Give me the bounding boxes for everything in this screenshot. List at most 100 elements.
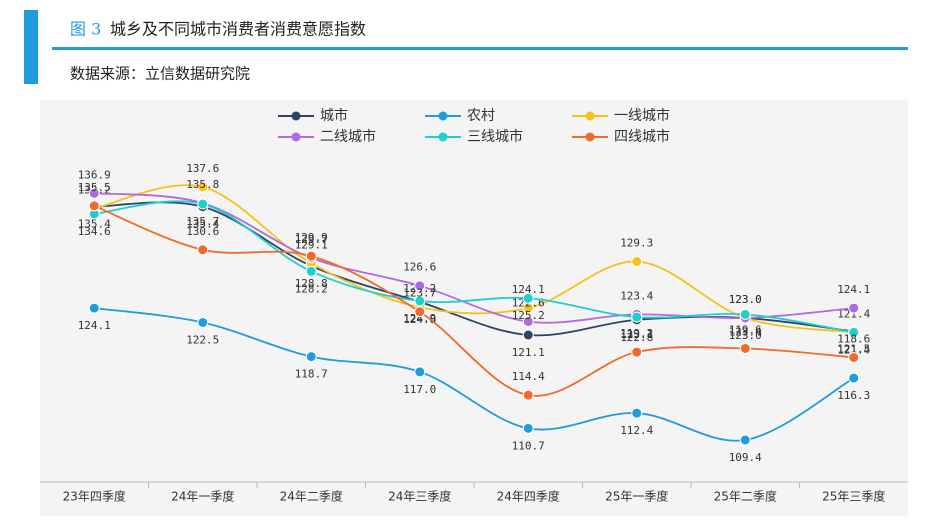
data-label: 135.4 — [78, 218, 111, 231]
data-point — [197, 198, 209, 210]
x-tick-label: 25年一季度 — [605, 489, 668, 504]
data-label: 122.8 — [620, 331, 653, 344]
title-rule — [52, 47, 908, 50]
x-tick-label: 24年二季度 — [280, 489, 343, 504]
data-label: 123.7 — [403, 287, 436, 300]
data-point — [197, 316, 209, 328]
legend-label: 四线城市 — [614, 128, 670, 145]
legend-label: 一线城市 — [614, 107, 670, 124]
data-label: 124.1 — [78, 319, 111, 332]
data-label: 135.8 — [186, 178, 219, 191]
data-point — [631, 255, 643, 267]
plot-background — [40, 100, 908, 516]
data-point — [414, 280, 426, 292]
data-label: 126.6 — [403, 261, 436, 274]
legend-marker — [438, 132, 448, 142]
data-point — [848, 372, 860, 384]
data-point — [414, 306, 426, 318]
data-point — [522, 422, 534, 434]
data-label: 112.4 — [620, 424, 653, 437]
data-label: 119.6 — [729, 323, 762, 336]
data-label: 137.6 — [186, 162, 219, 175]
data-label: 124.8 — [403, 313, 436, 326]
legend-label: 城市 — [320, 107, 348, 124]
accent-bar — [24, 10, 38, 84]
x-tick-label: 24年三季度 — [388, 489, 451, 504]
legend-marker — [291, 132, 301, 142]
data-label: 123.0 — [729, 293, 762, 306]
data-point — [631, 311, 643, 323]
series-line — [93, 205, 854, 397]
data-point — [88, 302, 100, 314]
data-point — [414, 295, 426, 307]
data-label: 129.9 — [295, 231, 328, 244]
series-line — [94, 184, 854, 334]
data-point — [305, 250, 317, 262]
legend-label: 二线城市 — [320, 128, 376, 145]
data-label: 110.7 — [512, 439, 545, 452]
series-line — [94, 200, 854, 334]
x-tick-label: 25年二季度 — [714, 489, 777, 504]
data-label: 128.8 — [295, 277, 328, 290]
data-label: 135.5 — [78, 181, 111, 194]
data-label: 123.1 — [620, 328, 653, 341]
data-label: 121.5 — [837, 342, 870, 355]
data-point — [305, 265, 317, 277]
data-label: 124.1 — [512, 283, 545, 296]
legend-marker — [291, 111, 301, 121]
data-point — [848, 351, 860, 363]
data-point — [631, 407, 643, 419]
data-label: 123.0 — [729, 293, 762, 306]
data-label: 130.6 — [186, 225, 219, 238]
data-label: 134.6 — [78, 225, 111, 238]
data-label: 121.1 — [512, 346, 545, 359]
data-point — [522, 389, 534, 401]
data-point — [848, 302, 860, 314]
data-point — [522, 292, 534, 304]
data-label: 124.9 — [403, 312, 436, 325]
chart-title: 城乡及不同城市消费者消费意愿指数 — [110, 20, 366, 39]
data-label: 114.4 — [512, 370, 545, 383]
data-label: 117.0 — [403, 383, 436, 396]
data-label: 129.1 — [295, 238, 328, 251]
data-point — [739, 434, 751, 446]
data-label: 123.4 — [729, 325, 762, 338]
data-label: 129.3 — [620, 236, 653, 249]
data-point — [414, 366, 426, 378]
data-point — [88, 200, 100, 212]
data-label: 116.3 — [837, 389, 870, 402]
data-label: 136.9 — [78, 168, 111, 181]
data-label: 135.4 — [186, 218, 219, 231]
data-point — [739, 342, 751, 354]
figure-label: 图 3 — [70, 20, 101, 39]
legend-label: 农村 — [467, 108, 495, 124]
data-label: 129.7 — [295, 233, 328, 246]
data-label: 121.4 — [837, 343, 870, 356]
data-point — [522, 316, 534, 328]
data-label: 125.2 — [512, 309, 545, 322]
x-tick-label: 23年四季度 — [63, 489, 126, 504]
x-tick-label: 25年三季度 — [822, 489, 885, 504]
x-tick-label: 24年一季度 — [171, 489, 234, 504]
data-label: 118.7 — [295, 368, 328, 381]
data-label: 118.6 — [837, 332, 870, 345]
data-label: 123.4 — [620, 289, 653, 302]
data-point — [197, 181, 209, 193]
legend-marker — [438, 111, 448, 121]
data-label: 122.5 — [186, 333, 219, 346]
legend-label: 三线城市 — [467, 128, 523, 145]
data-point — [848, 326, 860, 338]
data-label: 135.7 — [186, 215, 219, 228]
legend-marker — [585, 132, 595, 142]
data-label: 121.4 — [837, 307, 870, 320]
x-tick-label: 24年四季度 — [497, 489, 560, 504]
data-point — [305, 351, 317, 363]
data-point — [522, 329, 534, 341]
data-label: 109.4 — [729, 451, 762, 464]
data-label: 119.2 — [620, 327, 653, 340]
data-point — [631, 346, 643, 358]
data-label: 128.2 — [295, 282, 328, 295]
data-point — [739, 308, 751, 320]
